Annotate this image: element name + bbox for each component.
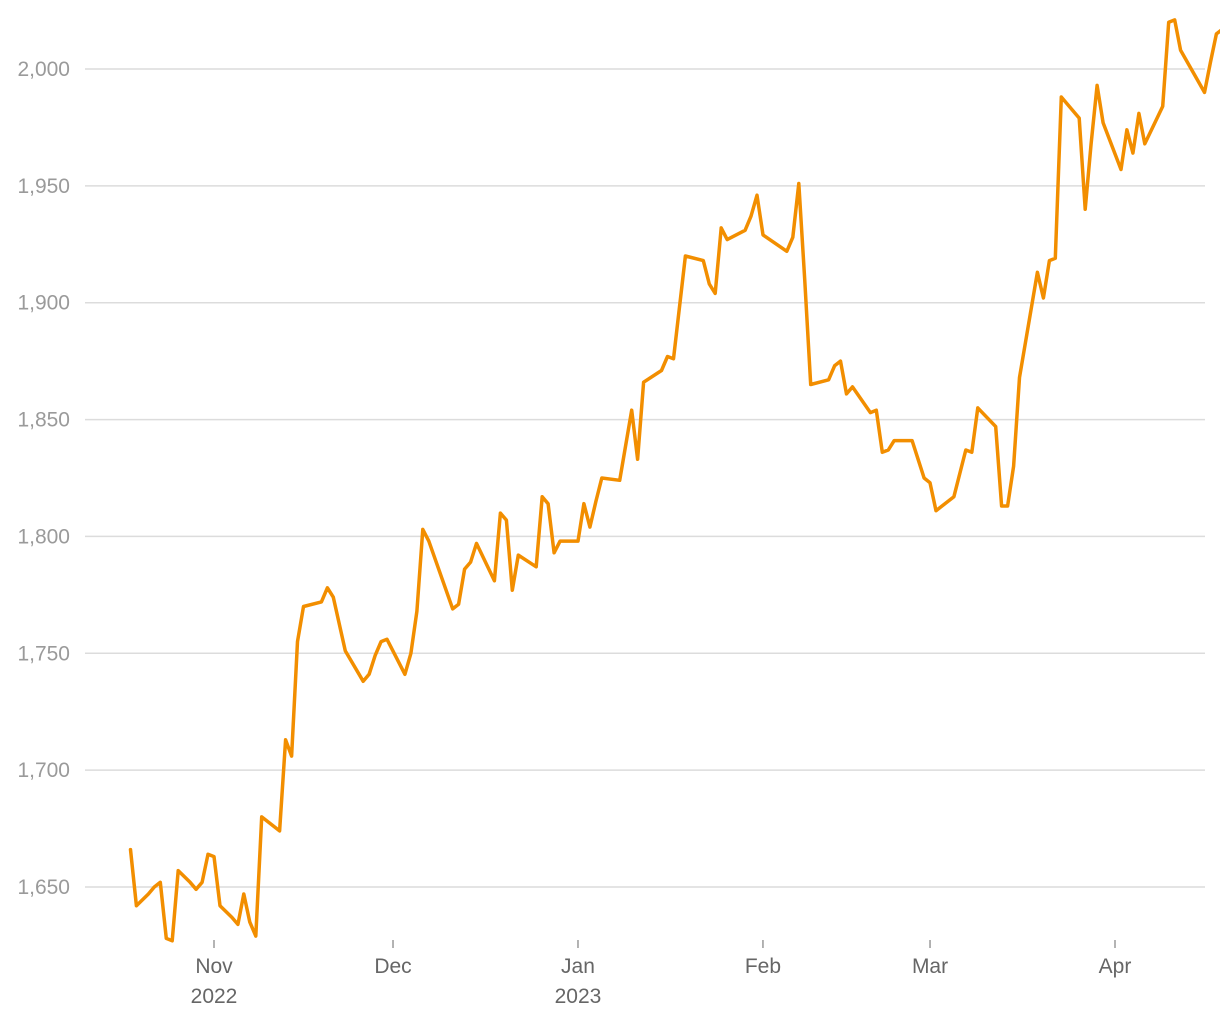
y-tick-label: 1,750	[17, 642, 70, 665]
x-tick-label: Jan	[561, 955, 595, 978]
x-tick-label: Feb	[745, 955, 781, 978]
x-tick-year-label: 2022	[191, 985, 238, 1008]
series-lines	[128, 18, 1220, 943]
x-axis-ticks: Nov 2022 Dec Jan 2023 Feb Mar Apr	[191, 940, 1132, 1008]
y-tick-label: 1,650	[17, 876, 70, 899]
x-tick-label: Nov	[195, 955, 233, 978]
series-line-0	[128, 18, 1220, 943]
y-tick-label: 1,850	[17, 409, 70, 432]
horizontal-gridlines	[85, 68, 1205, 888]
y-tick-label: 1,950	[17, 175, 70, 198]
y-tick-label: 1,700	[17, 759, 70, 782]
y-axis-tick-labels: 1,650 1,700 1,750 1,800 1,850 1,900 1,950 2,000	[17, 58, 70, 899]
y-tick-label: 1,800	[17, 525, 70, 548]
y-tick-label: 1,900	[17, 292, 70, 315]
x-tick-label: Dec	[374, 955, 411, 978]
x-tick-year-label: 2023	[555, 985, 602, 1008]
y-tick-label: 2,000	[17, 58, 70, 81]
x-tick-label: Mar	[912, 955, 948, 978]
x-tick-label: Apr	[1099, 955, 1132, 978]
